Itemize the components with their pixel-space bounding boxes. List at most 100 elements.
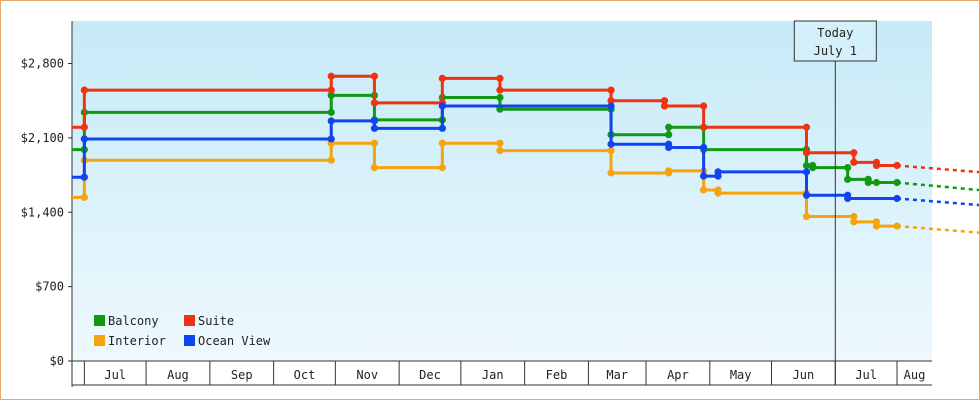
data-point bbox=[80, 135, 88, 143]
x-month-label: Dec bbox=[419, 368, 441, 382]
data-point bbox=[496, 93, 504, 102]
x-month-label: Jul bbox=[104, 368, 126, 382]
data-point bbox=[327, 156, 335, 164]
x-month-label: Feb bbox=[546, 368, 568, 382]
data-point bbox=[370, 99, 379, 107]
data-point bbox=[844, 164, 852, 172]
data-point bbox=[864, 178, 872, 187]
y-tick-label: $1,400 bbox=[21, 205, 64, 219]
series-layer bbox=[72, 72, 980, 234]
legend: Balcony Suite Interior Ocean View bbox=[94, 314, 271, 348]
data-point bbox=[802, 168, 811, 176]
data-point bbox=[80, 86, 88, 94]
x-month-label: Mar bbox=[606, 368, 628, 382]
x-month-label: Apr bbox=[667, 368, 689, 382]
plot-area bbox=[72, 21, 932, 361]
series-suite bbox=[72, 72, 980, 174]
data-point bbox=[496, 147, 504, 155]
data-point bbox=[700, 186, 708, 194]
y-tick-label: $700 bbox=[35, 280, 64, 294]
data-point bbox=[850, 149, 858, 157]
data-point bbox=[438, 102, 446, 110]
data-point bbox=[665, 143, 673, 152]
x-month-label: Jun bbox=[793, 368, 815, 382]
x-month-label: Aug bbox=[167, 368, 189, 382]
legend-label: Suite bbox=[198, 314, 234, 328]
y-tick-label: $2,800 bbox=[21, 57, 64, 71]
data-point bbox=[327, 135, 335, 143]
data-point bbox=[370, 117, 379, 125]
data-point bbox=[607, 140, 615, 148]
data-point bbox=[80, 173, 88, 181]
series-interior bbox=[72, 139, 980, 234]
data-point bbox=[872, 222, 881, 230]
legend-swatch bbox=[94, 335, 105, 346]
series-line bbox=[72, 141, 898, 228]
data-point bbox=[327, 91, 335, 99]
legend-swatch bbox=[184, 315, 195, 326]
data-point bbox=[607, 97, 615, 105]
data-point bbox=[872, 178, 881, 187]
data-point bbox=[714, 189, 722, 197]
data-point bbox=[370, 124, 379, 132]
data-point bbox=[802, 161, 811, 170]
data-point bbox=[370, 139, 379, 147]
data-point bbox=[327, 108, 335, 116]
data-point bbox=[80, 193, 88, 201]
data-point bbox=[438, 124, 446, 132]
legend-label: Interior bbox=[108, 334, 166, 348]
legend-label: Ocean View bbox=[198, 334, 271, 348]
legend-swatch bbox=[94, 315, 105, 326]
data-point bbox=[850, 158, 858, 166]
series-ocean-view bbox=[72, 102, 980, 207]
data-point bbox=[327, 86, 335, 94]
data-point bbox=[700, 172, 708, 180]
data-point bbox=[370, 72, 379, 80]
x-month-label: Aug bbox=[904, 368, 926, 382]
data-point bbox=[327, 72, 335, 80]
x-month-label: Jul bbox=[855, 368, 877, 382]
data-point bbox=[327, 117, 335, 125]
data-point bbox=[665, 123, 673, 131]
data-point bbox=[607, 86, 615, 94]
data-point bbox=[660, 102, 669, 110]
data-point bbox=[844, 175, 852, 183]
data-point bbox=[80, 123, 88, 131]
legend-label: Balcony bbox=[108, 314, 159, 328]
y-tick-label: $2,100 bbox=[21, 131, 64, 145]
series-line bbox=[72, 104, 898, 200]
data-point bbox=[802, 149, 811, 157]
data-point bbox=[844, 194, 852, 203]
data-point bbox=[660, 97, 669, 105]
today-date-label: July 1 bbox=[814, 44, 857, 58]
data-point bbox=[872, 161, 881, 170]
data-point bbox=[850, 218, 858, 226]
data-point bbox=[802, 191, 811, 199]
x-month-label: Oct bbox=[294, 368, 316, 382]
data-point bbox=[496, 139, 504, 147]
data-point bbox=[607, 169, 615, 177]
data-point bbox=[700, 143, 708, 152]
data-point bbox=[665, 167, 673, 175]
data-point bbox=[850, 212, 858, 221]
data-point bbox=[802, 123, 811, 131]
legend-swatch bbox=[184, 335, 195, 346]
today-box bbox=[793, 20, 877, 62]
axes: $0 $700 $1,400 $2,100 $2,800 Jul Aug Sep Oct Nov D… bbox=[21, 21, 932, 387]
x-month-label: May bbox=[730, 368, 752, 382]
data-point bbox=[607, 102, 615, 110]
y-tick-label: $0 bbox=[50, 354, 64, 368]
data-point bbox=[438, 139, 446, 147]
x-month-label: Jan bbox=[482, 368, 504, 382]
x-month-label: Nov bbox=[356, 368, 378, 382]
data-point bbox=[496, 86, 504, 94]
data-point bbox=[438, 164, 446, 172]
x-month-label: Sep bbox=[231, 368, 253, 382]
data-point bbox=[496, 74, 504, 82]
data-point bbox=[700, 123, 708, 131]
data-point bbox=[370, 164, 379, 172]
data-point bbox=[714, 168, 722, 176]
data-point bbox=[665, 131, 673, 139]
